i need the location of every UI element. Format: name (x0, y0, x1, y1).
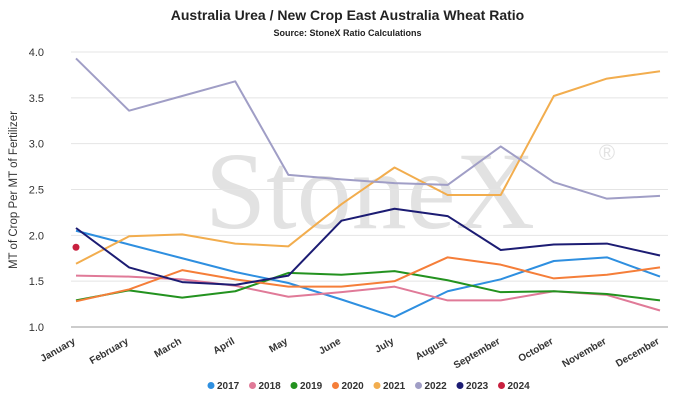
x-tick-label: September (452, 336, 502, 371)
x-axis-ticks: January February March April May June July Augu… (39, 336, 662, 372)
legend-label-2024: 2024 (508, 381, 531, 392)
legend-marker-2021 (373, 382, 381, 389)
y-tick-label: 1.5 (29, 276, 44, 288)
legend-marker-2024 (498, 382, 505, 389)
x-tick-label: August (414, 336, 450, 363)
legend-marker-2020 (332, 382, 339, 389)
x-tick-label: July (373, 336, 396, 356)
watermark-registered-mark: ® (599, 140, 615, 165)
x-tick-label: February (88, 336, 131, 367)
x-tick-label: November (561, 336, 609, 370)
legend-label-2017: 2017 (217, 381, 240, 392)
legend-marker-2018 (249, 382, 256, 389)
y-tick-label: 2.0 (29, 230, 44, 242)
series-line-2020 (75, 256, 661, 303)
x-tick-label: April (212, 336, 237, 357)
series-line-2022 (75, 57, 661, 200)
x-tick-label: June (317, 336, 343, 357)
series-line-2017 (75, 229, 661, 318)
legend-marker-2017 (207, 382, 215, 389)
grid (71, 51, 668, 328)
legend-label-2023: 2023 (466, 381, 489, 392)
legend-label-2018: 2018 (259, 381, 282, 392)
legend-marker-2019 (290, 382, 298, 389)
x-tick-label: March (153, 336, 184, 360)
x-tick-label: December (614, 336, 661, 370)
legend: 2017 2018 2019 2020 2021 2022 2023 2024 (207, 381, 531, 392)
legend-label-2022: 2022 (425, 381, 448, 392)
chart-subtitle: Source: StoneX Ratio Calculations (273, 28, 421, 38)
y-axis-ticks: 1.0 1.5 2.0 2.5 3.0 3.5 4.0 (29, 47, 44, 334)
x-tick-label: May (268, 336, 291, 355)
y-tick-label: 3.5 (29, 93, 44, 105)
chart-title: Australia Urea / New Crop East Australia… (171, 7, 524, 23)
y-tick-label: 4.0 (29, 47, 44, 59)
legend-marker-2022 (415, 382, 422, 389)
y-tick-label: 3.0 (29, 139, 44, 151)
legend-label-2021: 2021 (383, 381, 406, 392)
series (72, 57, 661, 318)
y-axis-label: MT of Crop Per MT of Fertilizer (8, 111, 20, 269)
legend-label-2019: 2019 (300, 381, 323, 392)
watermark: StoneX (205, 130, 535, 252)
y-tick-label: 2.5 (29, 185, 44, 197)
series-line-2019 (75, 270, 661, 302)
data-point-2024 (72, 243, 80, 251)
legend-marker-2023 (456, 382, 464, 389)
x-tick-label: January (39, 336, 78, 365)
series-line-2021 (75, 70, 661, 265)
series-line-2023 (75, 207, 661, 286)
y-tick-label: 1.0 (29, 322, 44, 334)
x-tick-label: October (517, 336, 556, 365)
legend-label-2020: 2020 (342, 381, 365, 392)
